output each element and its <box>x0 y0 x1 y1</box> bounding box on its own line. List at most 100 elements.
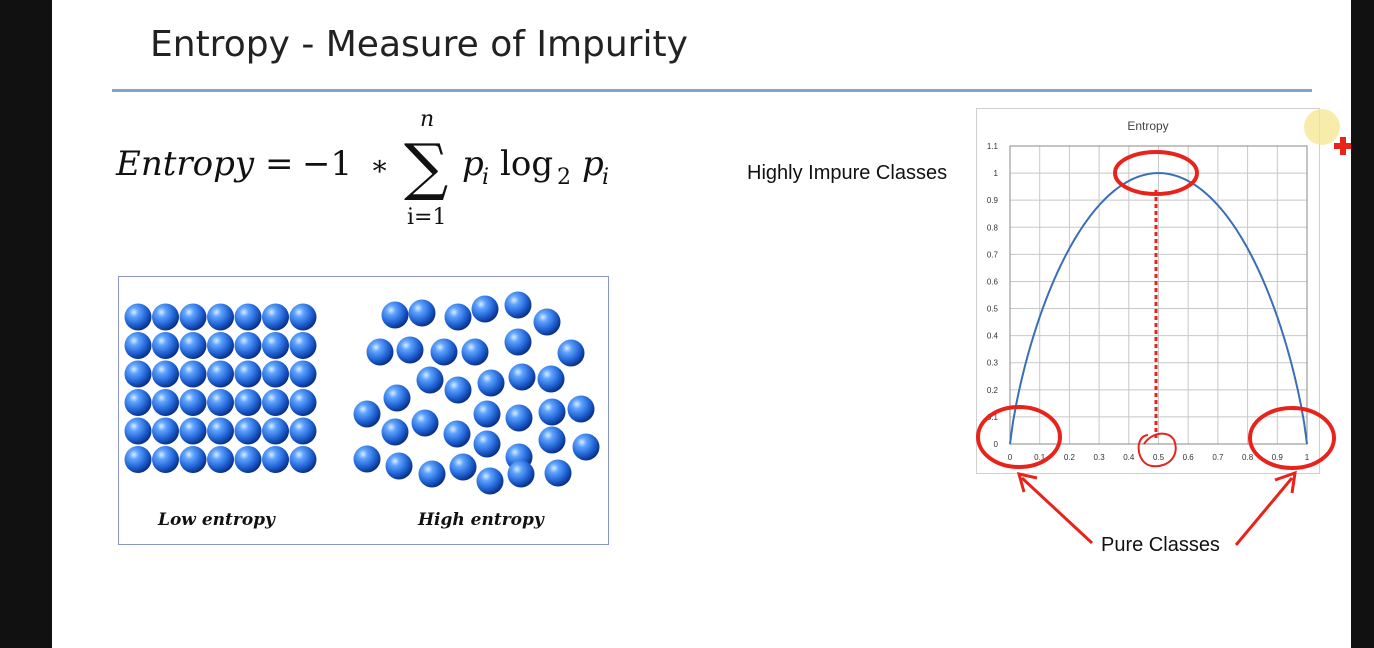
low-entropy-sphere <box>179 417 207 445</box>
formula-lhs: Entropy <box>115 144 255 184</box>
y-tick-label: 0.9 <box>987 196 999 205</box>
x-tick-label: 1 <box>1305 453 1310 462</box>
y-tick-label: 0.1 <box>987 413 999 422</box>
low-entropy-label: Low entropy <box>158 510 275 530</box>
half-probability-scribble <box>1137 432 1177 468</box>
low-entropy-sphere <box>289 303 317 331</box>
high-entropy-sphere <box>538 398 566 426</box>
low-entropy-sphere <box>152 417 179 445</box>
high-entropy-sphere <box>572 433 600 461</box>
high-entropy-sphere <box>544 459 572 487</box>
entropy-illustration: Low entropy High entropy <box>118 276 609 545</box>
slide: Entropy - Measure of Impurity Entropy = … <box>52 0 1351 648</box>
low-entropy-sphere <box>289 389 317 416</box>
chart-grid <box>1009 145 1308 445</box>
y-tick-label: 0.7 <box>987 250 999 259</box>
slide-title: Entropy - Measure of Impurity <box>150 24 688 65</box>
low-entropy-sphere <box>262 389 289 416</box>
y-tick-label: 0.3 <box>987 359 999 368</box>
x-tick-label: 0.4 <box>1123 453 1135 462</box>
low-entropy-sphere <box>262 303 289 331</box>
high-entropy-sphere <box>471 295 499 323</box>
low-entropy-sphere <box>179 389 207 416</box>
formula-sum-upper: n <box>420 107 434 132</box>
entropy-point <box>1068 248 1070 250</box>
high-entropy-sphere <box>449 453 477 481</box>
high-entropy-sphere <box>408 299 436 327</box>
x-tick-label: 0.8 <box>1242 453 1254 462</box>
left-pure-ellipse <box>976 405 1062 469</box>
right-arrow-shaft <box>1234 477 1294 546</box>
high-entropy-sphere <box>477 369 505 397</box>
y-tick-label: 1.1 <box>987 142 999 151</box>
chart-frame <box>976 108 1320 474</box>
y-tick-label: 0.8 <box>987 223 999 232</box>
low-entropy-sphere <box>207 446 234 473</box>
formula-times: ∗ <box>370 149 389 182</box>
low-entropy-sphere <box>207 417 234 445</box>
left-arrow-shaft <box>1020 476 1094 545</box>
low-entropy-sphere <box>179 303 207 331</box>
y-tick-label: 0.4 <box>987 332 999 341</box>
low-entropy-sphere <box>262 332 289 359</box>
low-entropy-sphere <box>234 446 262 473</box>
formula-log: log <box>500 144 553 184</box>
high-entropy-sphere <box>353 400 381 428</box>
sigma-icon: ∑ <box>404 130 448 203</box>
pure-classes-label: Pure Classes <box>1101 534 1220 556</box>
high-entropy-sphere <box>504 291 532 319</box>
low-entropy-sphere <box>289 446 317 473</box>
high-entropy-sphere <box>353 445 381 473</box>
annotation-overlay <box>976 109 1351 546</box>
formula-log-base: 2 <box>557 165 571 190</box>
low-entropy-sphere <box>262 360 289 388</box>
high-entropy-sphere <box>476 467 504 495</box>
entropy-point <box>1276 316 1278 318</box>
x-tick-label: 0 <box>1008 453 1013 462</box>
low-entropy-sphere <box>234 389 262 416</box>
entropy-point <box>1217 205 1219 207</box>
low-entropy-sphere <box>262 417 289 445</box>
low-entropy-sphere <box>152 446 179 473</box>
high-entropy-sphere <box>381 418 409 446</box>
high-entropy-sphere <box>418 460 446 488</box>
high-entropy-sphere <box>557 339 585 367</box>
high-entropy-sphere <box>533 308 561 336</box>
low-entropy-sphere <box>124 360 152 388</box>
high-entropy-sphere <box>537 365 565 393</box>
high-entropy-label: High entropy <box>418 510 544 530</box>
high-entropy-sphere <box>416 366 444 394</box>
high-entropy-sphere <box>505 404 533 432</box>
formula-term-i2: i <box>602 165 609 190</box>
high-entropy-sphere <box>385 452 413 480</box>
low-entropy-sphere <box>179 332 207 359</box>
formula-sum-lower: i=1 <box>407 205 446 230</box>
y-tick-label: 0.6 <box>987 277 999 286</box>
high-entropy-sphere <box>444 303 472 331</box>
formula-term-p1: p <box>462 144 484 184</box>
high-entropy-sphere <box>508 363 536 391</box>
high-entropy-sphere <box>504 328 532 356</box>
sphere-field <box>124 291 600 495</box>
low-entropy-sphere <box>289 360 317 388</box>
y-axis-ticks: 0 0.1 0.2 0.3 0.4 0.5 0.6 0.7 0.8 0.9 1 1.1 <box>987 142 999 449</box>
low-entropy-sphere <box>207 332 234 359</box>
low-entropy-sphere <box>207 389 234 416</box>
x-tick-label: 0.3 <box>1094 453 1106 462</box>
y-tick-label: 0 <box>994 440 999 449</box>
formula-equals: = <box>265 144 294 184</box>
chart-series <box>1009 172 1308 445</box>
low-entropy-sphere <box>124 332 152 359</box>
y-tick-label: 1 <box>994 169 999 178</box>
low-entropy-sphere <box>234 303 262 331</box>
low-entropy-sphere <box>289 332 317 359</box>
low-entropy-sphere <box>124 389 152 416</box>
high-entropy-sphere <box>507 460 535 488</box>
entropy-point <box>1157 172 1160 174</box>
low-entropy-sphere <box>234 332 262 359</box>
x-tick-label: 0.7 <box>1212 453 1224 462</box>
low-entropy-sphere <box>207 360 234 388</box>
high-entropy-sphere <box>396 336 424 364</box>
entropy-point <box>1247 248 1249 250</box>
high-entropy-sphere <box>383 384 411 412</box>
